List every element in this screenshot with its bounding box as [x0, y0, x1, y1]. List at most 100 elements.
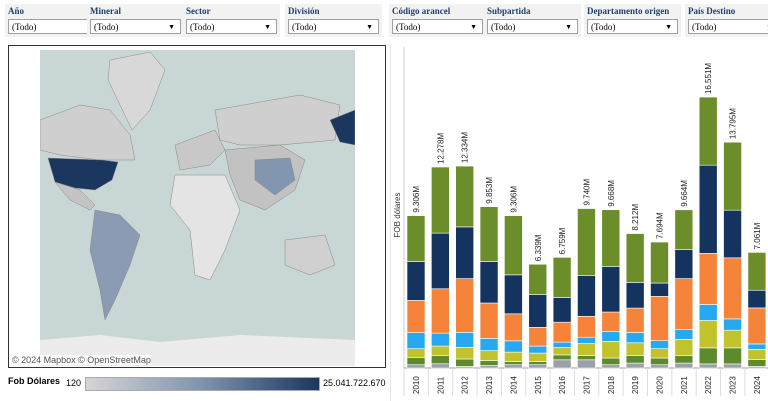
bar-segment-otros[interactable]: [479, 365, 499, 369]
bar-segment-serie-azul-claro[interactable]: [650, 340, 669, 349]
bar-segment-serie-azul-marino[interactable]: [577, 275, 596, 317]
bar-segment-serie-azul-marino[interactable]: [625, 282, 645, 309]
bar-segment-otros[interactable]: [552, 359, 572, 369]
bar-segment-otros[interactable]: [504, 364, 523, 369]
bar-segment-serie-azul-marino[interactable]: [698, 164, 718, 254]
filter-dropdown[interactable]: (Todo)▼: [8, 19, 99, 34]
bar-2022[interactable]: [698, 96, 718, 369]
bar-segment-serie-verde-oscuro[interactable]: [625, 355, 645, 364]
bar-segment-serie-naranja[interactable]: [674, 278, 694, 330]
bar-segment-serie-verde-oscuro[interactable]: [674, 355, 694, 364]
bar-segment-serie-naranja[interactable]: [747, 307, 767, 345]
bar-segment-otros[interactable]: [698, 363, 718, 369]
bar-2017[interactable]: [577, 208, 596, 369]
filter-dropdown[interactable]: (Todo)▼: [288, 19, 379, 34]
bar-segment-serie-verde[interactable]: [552, 257, 572, 298]
bar-segment-serie-verde[interactable]: [625, 233, 645, 283]
bar-2023[interactable]: [723, 141, 742, 369]
bar-segment-serie-naranja[interactable]: [455, 278, 474, 333]
bar-segment-otros[interactable]: [406, 364, 426, 369]
filter-dropdown[interactable]: (Todo)▼: [90, 19, 181, 34]
bar-segment-serie-amarilla[interactable]: [577, 343, 596, 356]
bar-segment-serie-verde-oscuro[interactable]: [406, 357, 426, 366]
bar-segment-serie-amarilla[interactable]: [528, 352, 548, 362]
bar-segment-serie-azul-marino[interactable]: [504, 274, 523, 315]
bar-segment-serie-naranja[interactable]: [479, 302, 499, 339]
bar-segment-serie-azul-claro[interactable]: [747, 343, 767, 350]
filter-dropdown[interactable]: (Todo)▼: [688, 19, 768, 34]
bar-segment-serie-verde-oscuro[interactable]: [723, 347, 742, 365]
bar-segment-serie-amarilla[interactable]: [723, 329, 742, 349]
bar-segment-serie-naranja[interactable]: [601, 311, 621, 332]
bar-segment-serie-azul-marino[interactable]: [601, 266, 621, 313]
bar-segment-serie-azul-marino[interactable]: [723, 209, 742, 259]
bar-segment-serie-azul-marino[interactable]: [528, 294, 548, 328]
bar-segment-serie-verde-oscuro[interactable]: [431, 355, 450, 365]
bar-segment-serie-azul-marino[interactable]: [650, 282, 669, 297]
bar-segment-serie-verde-oscuro[interactable]: [479, 360, 499, 366]
bar-segment-serie-naranja[interactable]: [528, 327, 548, 347]
bar-segment-serie-verde[interactable]: [528, 263, 548, 295]
bar-segment-serie-amarilla[interactable]: [504, 351, 523, 362]
china[interactable]: [254, 157, 296, 196]
bar-segment-serie-amarilla[interactable]: [698, 320, 718, 349]
bar-2014[interactable]: [504, 215, 523, 369]
bar-segment-serie-verde[interactable]: [650, 241, 669, 284]
bar-segment-serie-amarilla[interactable]: [406, 348, 426, 358]
bar-segment-serie-azul-marino[interactable]: [479, 261, 499, 304]
bar-2015[interactable]: [528, 263, 548, 369]
bar-segment-serie-verde[interactable]: [577, 208, 596, 276]
bar-segment-serie-verde-oscuro[interactable]: [577, 355, 596, 361]
bar-segment-serie-verde[interactable]: [723, 141, 742, 211]
bar-segment-serie-verde-oscuro[interactable]: [698, 347, 718, 365]
bar-segment-serie-verde[interactable]: [674, 209, 694, 250]
bar-segment-serie-azul-claro[interactable]: [528, 345, 548, 354]
filter-dropdown[interactable]: (Todo)▼: [392, 19, 483, 34]
bar-segment-serie-azul-claro[interactable]: [504, 340, 523, 353]
bar-segment-otros[interactable]: [723, 363, 742, 369]
bar-2024[interactable]: [747, 252, 767, 369]
bar-segment-serie-verde[interactable]: [479, 206, 499, 262]
bar-segment-serie-amarilla[interactable]: [625, 342, 645, 356]
bar-segment-serie-amarilla[interactable]: [552, 347, 572, 356]
bar-segment-serie-naranja[interactable]: [698, 253, 718, 305]
world-map[interactable]: [40, 50, 355, 366]
bar-segment-serie-verde[interactable]: [504, 215, 523, 276]
bar-segment-serie-amarilla[interactable]: [455, 347, 474, 360]
bar-2012[interactable]: [455, 165, 474, 369]
bar-segment-serie-azul-claro[interactable]: [552, 341, 572, 348]
bar-segment-serie-verde[interactable]: [406, 215, 426, 262]
bar-segment-serie-amarilla[interactable]: [479, 350, 499, 361]
bar-segment-serie-verde-oscuro[interactable]: [455, 358, 474, 367]
bar-segment-serie-verde-oscuro[interactable]: [650, 357, 669, 366]
bar-segment-serie-azul-claro[interactable]: [406, 332, 426, 349]
bar-segment-serie-azul-marino[interactable]: [747, 289, 767, 309]
bar-segment-serie-verde[interactable]: [431, 166, 450, 234]
bar-segment-otros[interactable]: [674, 362, 694, 369]
bar-2010[interactable]: [406, 215, 426, 369]
bar-segment-otros[interactable]: [601, 364, 621, 369]
bar-2016[interactable]: [552, 257, 572, 369]
bar-2018[interactable]: [601, 209, 621, 369]
bar-segment-serie-azul-claro[interactable]: [674, 329, 694, 340]
filter-dropdown[interactable]: (Todo)▼: [587, 19, 678, 34]
bar-segment-serie-verde-oscuro[interactable]: [504, 361, 523, 366]
bar-segment-serie-azul-claro[interactable]: [455, 332, 474, 348]
bar-segment-serie-verde-oscuro[interactable]: [552, 354, 572, 361]
bar-segment-serie-verde[interactable]: [747, 252, 767, 291]
alaska[interactable]: [329, 109, 355, 146]
bar-segment-serie-azul-claro[interactable]: [625, 332, 645, 344]
bar-segment-otros[interactable]: [431, 363, 450, 369]
bar-segment-serie-verde[interactable]: [601, 209, 621, 267]
filter-dropdown[interactable]: (Todo)▼: [186, 19, 277, 34]
bar-segment-otros[interactable]: [625, 362, 645, 369]
bar-segment-serie-naranja[interactable]: [406, 300, 426, 333]
bar-segment-serie-naranja[interactable]: [504, 313, 523, 342]
bar-2011[interactable]: [431, 166, 450, 369]
bar-segment-serie-azul-claro[interactable]: [431, 332, 450, 347]
bar-segment-serie-azul-marino[interactable]: [406, 261, 426, 301]
bar-segment-serie-azul-claro[interactable]: [601, 331, 621, 342]
bar-segment-serie-azul-marino[interactable]: [431, 232, 450, 290]
bar-segment-otros[interactable]: [650, 364, 669, 369]
bar-segment-serie-verde[interactable]: [455, 165, 474, 228]
